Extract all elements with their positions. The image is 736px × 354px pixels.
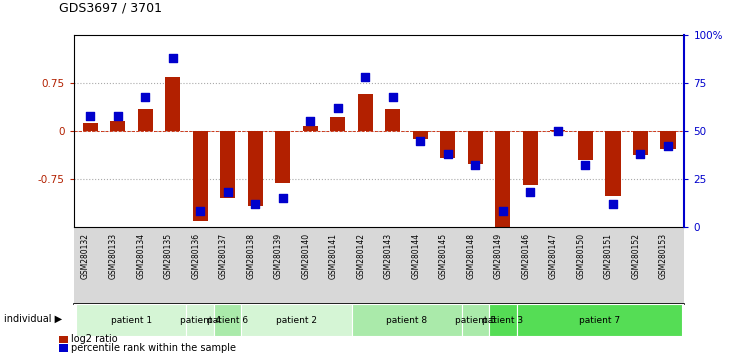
- Point: [194, 209, 206, 214]
- Point: [112, 113, 124, 119]
- Point: [607, 201, 619, 206]
- Bar: [247, 131, 263, 206]
- Point: [359, 75, 371, 80]
- Text: GSM280136: GSM280136: [191, 233, 200, 279]
- Text: GSM280132: GSM280132: [81, 233, 90, 279]
- Point: [277, 195, 289, 201]
- Bar: [523, 131, 538, 185]
- Text: GSM280153: GSM280153: [659, 233, 668, 279]
- Text: patient 8: patient 8: [386, 316, 427, 325]
- Bar: [413, 131, 428, 139]
- Text: GSM280145: GSM280145: [439, 233, 447, 279]
- Text: percentile rank within the sample: percentile rank within the sample: [71, 343, 236, 353]
- Text: patient 7: patient 7: [578, 316, 620, 325]
- Bar: [77, 304, 186, 336]
- Point: [167, 56, 179, 61]
- Point: [84, 113, 96, 119]
- Text: GSM280139: GSM280139: [274, 233, 283, 279]
- Bar: [385, 109, 400, 131]
- Bar: [330, 117, 345, 131]
- Point: [552, 128, 564, 134]
- Point: [139, 94, 151, 99]
- Point: [250, 201, 261, 206]
- Bar: [214, 304, 241, 336]
- Text: GDS3697 / 3701: GDS3697 / 3701: [59, 1, 162, 14]
- Bar: [138, 109, 152, 131]
- Text: GSM280134: GSM280134: [136, 233, 145, 279]
- Bar: [633, 131, 648, 155]
- Text: GSM280138: GSM280138: [247, 233, 255, 279]
- Text: patient 2: patient 2: [276, 316, 317, 325]
- Bar: [578, 131, 593, 160]
- Point: [222, 189, 233, 195]
- Bar: [468, 131, 483, 164]
- Text: GSM280144: GSM280144: [411, 233, 420, 279]
- Bar: [186, 304, 214, 336]
- Point: [579, 162, 591, 168]
- Bar: [241, 304, 352, 336]
- Point: [442, 151, 453, 157]
- Bar: [495, 131, 511, 228]
- Text: GSM280147: GSM280147: [549, 233, 558, 279]
- Text: GSM280133: GSM280133: [109, 233, 118, 279]
- Bar: [606, 131, 620, 196]
- Text: GSM280137: GSM280137: [219, 233, 227, 279]
- Point: [634, 151, 646, 157]
- Text: patient 4: patient 4: [180, 316, 221, 325]
- Bar: [660, 131, 676, 149]
- Point: [497, 209, 509, 214]
- Text: patient 1: patient 1: [111, 316, 152, 325]
- Text: GSM280151: GSM280151: [604, 233, 613, 279]
- Point: [387, 94, 399, 99]
- Bar: [352, 304, 461, 336]
- Bar: [275, 131, 290, 183]
- Text: log2 ratio: log2 ratio: [71, 335, 117, 344]
- Point: [305, 119, 316, 124]
- Text: GSM280146: GSM280146: [521, 233, 531, 279]
- Text: GSM280142: GSM280142: [356, 233, 365, 279]
- Text: GSM280150: GSM280150: [576, 233, 585, 279]
- Bar: [165, 77, 180, 131]
- Text: GSM280143: GSM280143: [383, 233, 393, 279]
- Bar: [110, 121, 125, 131]
- Point: [525, 189, 537, 195]
- Bar: [82, 123, 98, 131]
- Point: [414, 138, 426, 143]
- Bar: [489, 304, 517, 336]
- Bar: [358, 94, 373, 131]
- Text: GSM280141: GSM280141: [329, 233, 338, 279]
- Point: [332, 105, 344, 111]
- Text: patient 3: patient 3: [482, 316, 523, 325]
- Bar: [551, 130, 565, 131]
- Bar: [461, 304, 489, 336]
- Text: patient 6: patient 6: [207, 316, 248, 325]
- Bar: [440, 131, 456, 158]
- Bar: [302, 126, 318, 131]
- Text: GSM280135: GSM280135: [163, 233, 173, 279]
- Point: [470, 162, 481, 168]
- Point: [662, 143, 674, 149]
- Text: individual ▶: individual ▶: [4, 314, 62, 324]
- Bar: [193, 131, 208, 222]
- Text: GSM280140: GSM280140: [301, 233, 311, 279]
- Text: GSM280152: GSM280152: [631, 233, 640, 279]
- Text: patient 5: patient 5: [455, 316, 496, 325]
- Bar: [220, 131, 236, 198]
- Text: GSM280148: GSM280148: [467, 233, 475, 279]
- Bar: [517, 304, 682, 336]
- Text: GSM280149: GSM280149: [494, 233, 503, 279]
